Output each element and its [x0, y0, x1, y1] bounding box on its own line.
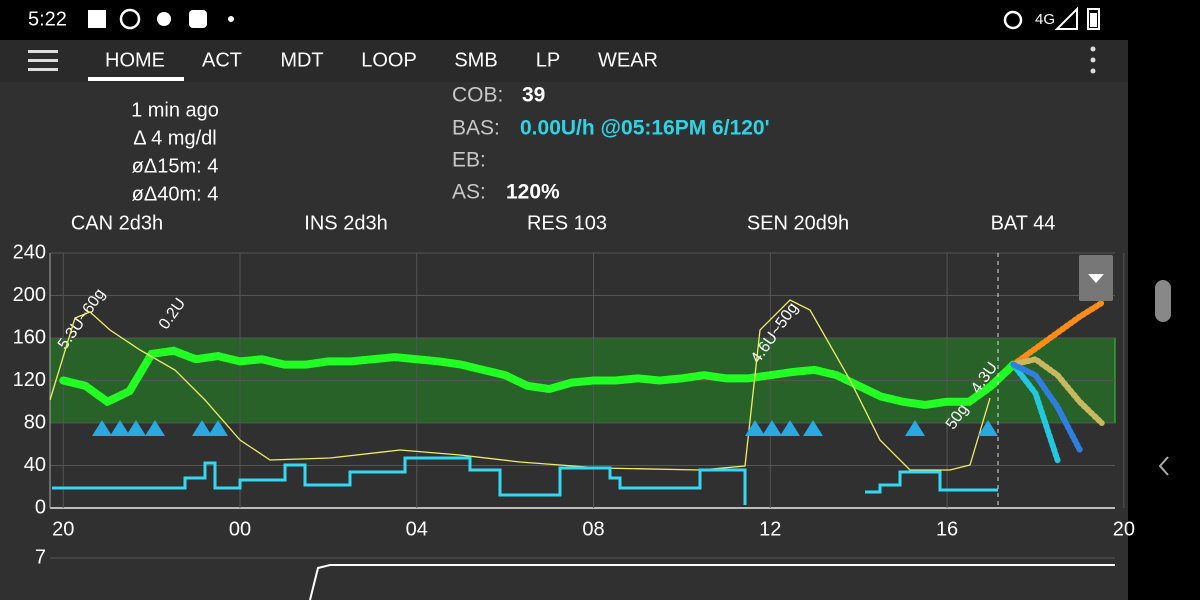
y-tick-label: 80	[24, 411, 46, 433]
cob-label: COB:	[452, 84, 503, 107]
status-item: INS 2d3h	[304, 212, 387, 234]
y-tick-label: 200	[13, 284, 46, 306]
bg-info: Δ 4 mg/dl	[133, 127, 216, 149]
alarm-icon	[1003, 10, 1023, 30]
dot	[1090, 46, 1096, 52]
y-tick-label: 160	[13, 326, 46, 348]
menu-button[interactable]	[28, 50, 58, 71]
x-tick-label: 12	[759, 518, 781, 540]
y-tick-label: 40	[24, 454, 46, 476]
menu-bar	[28, 59, 58, 62]
battery-level	[1090, 13, 1097, 27]
bg-info: øΔ40m: 4	[132, 183, 219, 205]
x-tick-label: 20	[1113, 518, 1135, 540]
clock: 5:22	[28, 8, 67, 30]
network: 4G	[1035, 11, 1055, 28]
mini-graph-line	[309, 564, 1115, 600]
status-item: BAT 44	[991, 212, 1056, 234]
as-label: AS:	[452, 181, 486, 204]
toolbar	[0, 40, 1128, 82]
tab[interactable]: HOME	[105, 49, 165, 71]
prediction-line	[1010, 299, 1105, 368]
dropdown-arrow	[1088, 274, 1104, 283]
tab[interactable]: MDT	[280, 49, 323, 71]
scroll-handle[interactable]	[1155, 280, 1171, 322]
smb-markers	[92, 420, 998, 436]
eb-label: EB:	[452, 149, 486, 172]
overflow-menu[interactable]	[1090, 46, 1096, 74]
status-item: SEN 20d9h	[747, 212, 849, 234]
cob-value: 39	[522, 84, 545, 107]
menu-bar	[28, 50, 58, 53]
x-tick-label: 20	[52, 518, 74, 540]
treatment-label: 0.2U	[156, 295, 189, 332]
prediction-line	[1010, 361, 1083, 453]
tab[interactable]: ACT	[202, 49, 242, 71]
prediction-line	[1010, 361, 1061, 464]
x-tick-label: 08	[582, 518, 604, 540]
bg-info: øΔ15m: 4	[132, 155, 219, 177]
tab-indicator	[88, 77, 184, 81]
status-icon	[119, 8, 141, 30]
battery-icon	[1087, 8, 1100, 30]
mini-y-tick-label: 7	[35, 546, 46, 568]
dot	[1090, 57, 1096, 63]
y-tick-label: 240	[13, 241, 46, 263]
bg-line	[59, 346, 1018, 409]
bas-value: 0.00U/h @05:16PM 6/120'	[520, 117, 770, 140]
basal-line	[52, 456, 998, 505]
x-tick-label: 16	[936, 518, 958, 540]
y-tick-label: 0	[35, 496, 46, 518]
tab[interactable]: SMB	[454, 49, 497, 71]
status-icon	[228, 16, 234, 22]
tab[interactable]: WEAR	[598, 49, 658, 71]
prediction-line	[1010, 356, 1105, 426]
status-item: CAN 2d3h	[71, 212, 163, 234]
x-tick-label: 04	[406, 518, 428, 540]
status-icon	[157, 12, 171, 26]
activity-curve	[49, 299, 991, 471]
y-tick-label: 120	[13, 369, 46, 391]
bas-label: BAS:	[452, 117, 500, 140]
status-icon	[189, 10, 207, 28]
tab[interactable]: LOOP	[361, 49, 417, 71]
bg-info: 1 min ago	[131, 99, 219, 121]
back-chevron[interactable]	[1158, 456, 1169, 476]
status-item: RES 103	[527, 212, 607, 234]
tab[interactable]: LP	[536, 49, 560, 71]
signal-icon	[1054, 6, 1078, 30]
as-value: 120%	[506, 181, 560, 204]
dot	[1090, 68, 1096, 74]
status-icon	[88, 10, 106, 28]
x-tick-label: 00	[229, 518, 251, 540]
menu-bar	[28, 68, 58, 71]
